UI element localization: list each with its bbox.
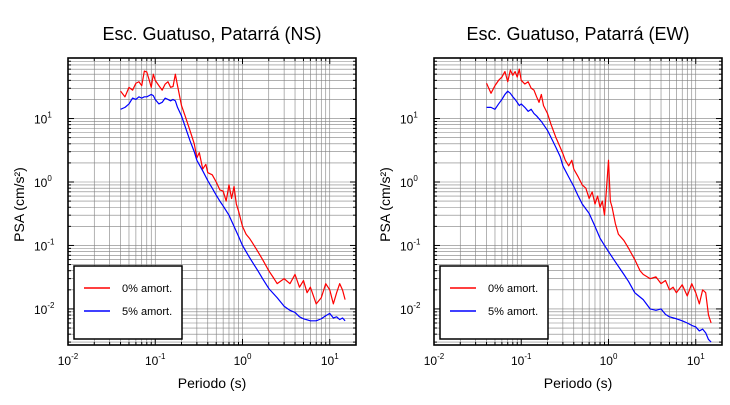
series-line-damped: [120, 93, 346, 322]
y-tick-label-base: 10: [34, 303, 48, 317]
y-tick-label: 100: [400, 174, 418, 190]
x-tick-label-exponent: 0: [247, 352, 252, 361]
y-axis-label: PSA (cm/s²): [377, 167, 393, 242]
x-tick-label: 10-2: [424, 352, 445, 368]
x-tick-label-exponent: -1: [524, 352, 532, 361]
x-tick-label-exponent: 1: [700, 352, 705, 361]
legend-label-2: 5% amort.: [122, 306, 172, 318]
x-tick-label-exponent: 1: [334, 352, 339, 361]
x-tick-label-exponent: 0: [613, 352, 618, 361]
legend-label-1: 0% amort.: [122, 283, 172, 295]
y-tick-label-exponent: 1: [47, 111, 52, 120]
y-tick-label-exponent: -2: [413, 301, 421, 310]
x-tick-label: 100: [234, 352, 252, 368]
y-tick-label-exponent: 0: [413, 174, 418, 183]
x-tick-label: 10-2: [58, 352, 79, 368]
legend-box: [439, 265, 549, 340]
y-tick-label: 10-1: [400, 237, 421, 253]
legend-box: [73, 265, 183, 340]
chart-title: Esc. Guatuso, Patarrá (EW): [466, 24, 689, 44]
y-tick-label-exponent: -1: [413, 237, 421, 246]
y-tick-label-exponent: -2: [47, 301, 55, 310]
y-tick-label-base: 10: [400, 113, 414, 127]
y-tick-label-exponent: 0: [47, 174, 52, 183]
legend: 0% amort. 5% amort.: [73, 265, 183, 340]
legend-label-2: 5% amort.: [488, 306, 538, 318]
x-tick-label: 100: [600, 352, 618, 368]
y-tick-label: 10-2: [34, 301, 55, 317]
series-line-damped: [486, 90, 712, 343]
x-tick-label: 101: [321, 352, 339, 368]
series-line-undamped: [485, 68, 712, 324]
grid: [433, 57, 723, 345]
y-tick-label-base: 10: [400, 303, 414, 317]
x-tick-label-base: 10: [145, 354, 159, 368]
x-tick-label-exponent: -1: [158, 352, 166, 361]
y-tick-label-base: 10: [400, 239, 414, 253]
y-tick-label-exponent: -1: [47, 237, 55, 246]
y-tick-label: 101: [34, 111, 52, 127]
y-tick-label: 100: [34, 174, 52, 190]
y-tick-label-base: 10: [34, 239, 48, 253]
x-tick-label-exponent: -2: [437, 352, 445, 361]
x-tick-label-base: 10: [687, 354, 701, 368]
x-tick-label-base: 10: [58, 354, 72, 368]
x-tick-label-base: 10: [511, 354, 525, 368]
x-axis-label: Periodo (s): [544, 375, 612, 391]
x-tick-label: 101: [687, 352, 705, 368]
y-tick-label: 10-1: [34, 237, 55, 253]
y-tick-label-base: 10: [34, 113, 48, 127]
legend: 0% amort. 5% amort.: [439, 265, 549, 340]
x-tick-label: 10-1: [511, 352, 532, 368]
y-tick-label: 10-2: [400, 301, 421, 317]
x-tick-label-base: 10: [321, 354, 335, 368]
series-line-undamped: [120, 70, 346, 305]
legend-label-1: 0% amort.: [488, 283, 538, 295]
y-tick-label-exponent: 1: [413, 111, 418, 120]
axis-ticks: [433, 57, 723, 345]
x-tick-label-base: 10: [424, 354, 438, 368]
chart-title: Esc. Guatuso, Patarrá (NS): [102, 24, 321, 44]
grid: [67, 57, 357, 345]
x-tick-label-base: 10: [600, 354, 614, 368]
y-axis-label: PSA (cm/s²): [11, 167, 27, 242]
x-axis-label: Periodo (s): [178, 375, 246, 391]
x-tick-label-base: 10: [234, 354, 248, 368]
axis-ticks: [67, 57, 357, 345]
y-tick-label-base: 10: [34, 176, 48, 190]
x-tick-label-exponent: -2: [71, 352, 79, 361]
y-tick-label-base: 10: [400, 176, 414, 190]
y-tick-label: 101: [400, 111, 418, 127]
x-tick-label: 10-1: [145, 352, 166, 368]
